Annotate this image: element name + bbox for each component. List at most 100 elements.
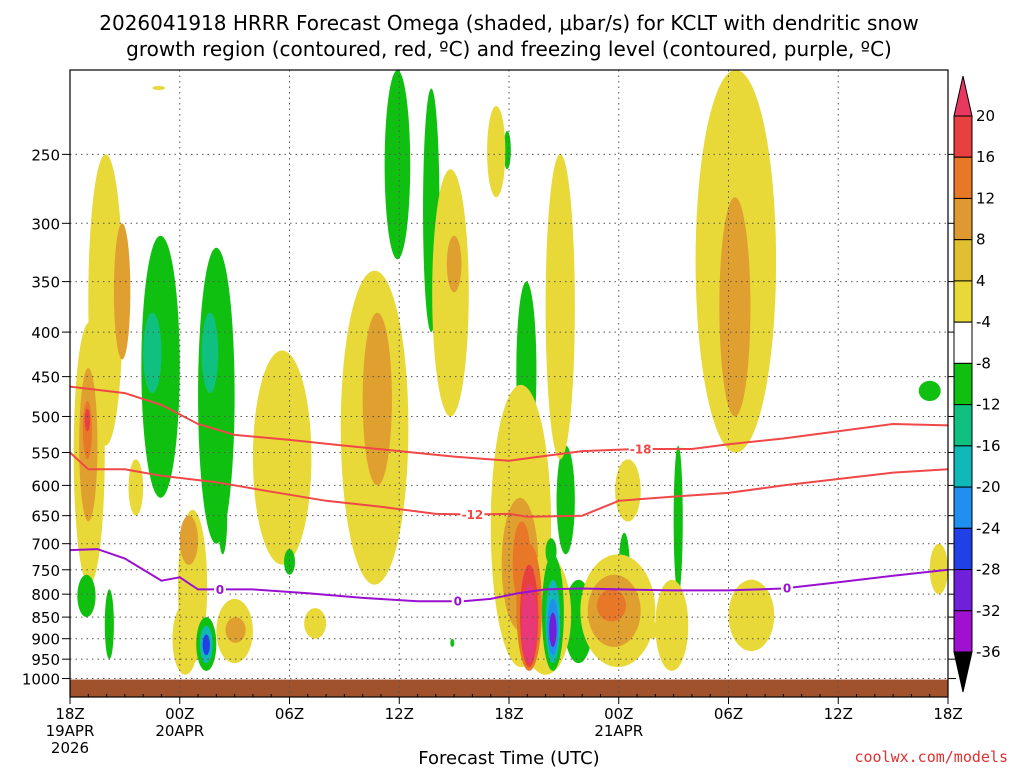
colorbar-segment [953, 115, 973, 158]
omega-region-pos4 [929, 543, 948, 595]
colorbar-segment [953, 280, 973, 323]
y-tick-label: 650 [31, 508, 60, 526]
colorbar-segment [953, 404, 973, 447]
x-tick-label: 18Z [494, 705, 523, 723]
omega-region-pos4 [655, 579, 689, 671]
dendritic-contour-label: -12 [462, 508, 484, 522]
omega-region-pos8 [179, 515, 199, 565]
y-tick-label: 300 [31, 215, 60, 233]
x-tick-label: 19APR [46, 722, 95, 740]
colorbar-segment [953, 610, 973, 653]
omega-region-neg4 [556, 445, 575, 555]
y-axis: 250 300 350 400 450 500 550 600 650 700 750 800 850 9… [22, 146, 956, 689]
colorbar-segment [953, 156, 973, 199]
x-tick-label: 00Z [165, 705, 194, 723]
x-tick-label: 06Z [714, 705, 743, 723]
y-tick-label: 600 [31, 477, 60, 495]
colorbar-label: -8 [976, 354, 991, 372]
ground-layer [70, 679, 948, 697]
y-tick-label: 700 [31, 536, 60, 554]
colorbar-segment [953, 321, 973, 364]
colorbar-segment [953, 527, 973, 571]
colorbar-label: -32 [976, 602, 1001, 620]
dendritic-contour-label: -18 [630, 443, 652, 457]
omega-region-neg4 [384, 70, 411, 260]
colorbar-label: -28 [976, 561, 1001, 579]
colorbar-segment [953, 445, 973, 488]
freezing-level-contour [70, 548, 948, 603]
contours: -12 -18 0 0 0 [70, 385, 948, 609]
freezing-level-label: 0 [783, 582, 791, 596]
y-tick-label: 1000 [22, 671, 60, 689]
y-tick-label: 400 [31, 324, 60, 342]
x-tick-label: 00Z [604, 705, 633, 723]
x-tick-label: 18Z [933, 705, 962, 723]
credit-text: coolwx.com/models [854, 748, 1008, 766]
colorbar-bottom-arrow [953, 651, 973, 693]
omega-region-pos16 [84, 408, 91, 432]
omega-region-pos4 [152, 86, 166, 91]
colorbar-label: 8 [976, 231, 986, 249]
omega-region-pos12 [596, 589, 627, 622]
dendritic-contour--18 [70, 385, 948, 462]
colorbar-label: -4 [976, 313, 991, 331]
omega-region-neg20 [202, 634, 210, 656]
y-tick-label: 350 [31, 274, 60, 292]
colorbar: 20 16 12 8 4 -4 -8 -12 -16 -20 -24 -28 -32 -36 [953, 75, 1001, 693]
x-axis-title: Forecast Time (UTC) [418, 748, 599, 768]
omega-region-neg4 [104, 589, 114, 660]
omega-shading [73, 70, 948, 675]
omega-region-neg8 [201, 312, 219, 394]
y-tick-label: 900 [31, 631, 60, 649]
colorbar-label: -16 [976, 437, 1001, 455]
chart-title-line1: 2026041918 HRRR Forecast Omega (shaded, … [99, 11, 918, 35]
omega-region-neg4 [77, 574, 96, 618]
omega-region-pos8 [362, 312, 392, 486]
omega-region-pos4 [615, 459, 641, 522]
gridlines [70, 70, 948, 697]
x-tick-label: 12Z [824, 705, 853, 723]
omega-region-neg4 [198, 247, 235, 544]
colorbar-label: 4 [976, 272, 986, 290]
omega-region-pos8 [225, 617, 246, 643]
omega-region-neg4 [918, 380, 941, 402]
y-tick-label: 250 [31, 146, 60, 164]
omega-region-neg4 [450, 638, 455, 648]
colorbar-segment [953, 197, 973, 241]
omega-region-pos8 [446, 235, 462, 293]
omega-region-pos4 [644, 621, 659, 639]
colorbar-segment [953, 569, 973, 612]
y-tick-label: 500 [31, 408, 60, 426]
x-tick-label: 20APR [155, 722, 204, 740]
contour-label-bg [628, 442, 653, 457]
colorbar-segment [953, 362, 973, 406]
y-tick-label: 750 [31, 562, 60, 580]
x-tick-label: 12Z [385, 705, 414, 723]
omega-region-neg4 [284, 549, 295, 575]
colorbar-label: 12 [976, 189, 995, 207]
freezing-level-label: 0 [216, 583, 224, 597]
colorbar-label: -36 [976, 643, 1001, 661]
contour-label-bg [451, 594, 464, 609]
x-tick-label: 21APR [594, 722, 643, 740]
colorbar-segment [953, 239, 973, 282]
colorbar-label: 20 [976, 107, 995, 125]
colorbar-segment [953, 486, 973, 529]
dendritic-contour--12 [70, 451, 948, 518]
omega-region-neg8 [143, 312, 162, 394]
y-tick-label: 550 [31, 445, 60, 463]
contour-label-bg [213, 582, 226, 597]
colorbar-label: -20 [976, 478, 1001, 496]
omega-region-pos4 [545, 154, 575, 460]
x-tick-label: 18Z [55, 705, 84, 723]
colorbar-label: 16 [976, 148, 995, 166]
omega-region-neg4 [673, 445, 683, 595]
omega-region-pos4 [128, 459, 144, 516]
omega-region-pos20 [521, 584, 537, 664]
omega-region-pos4 [432, 169, 469, 417]
x-tick-label: 2026 [51, 739, 89, 757]
y-tick-label: 450 [31, 369, 60, 387]
omega-region-neg24 [549, 612, 557, 648]
omega-region-pos8 [719, 197, 751, 417]
